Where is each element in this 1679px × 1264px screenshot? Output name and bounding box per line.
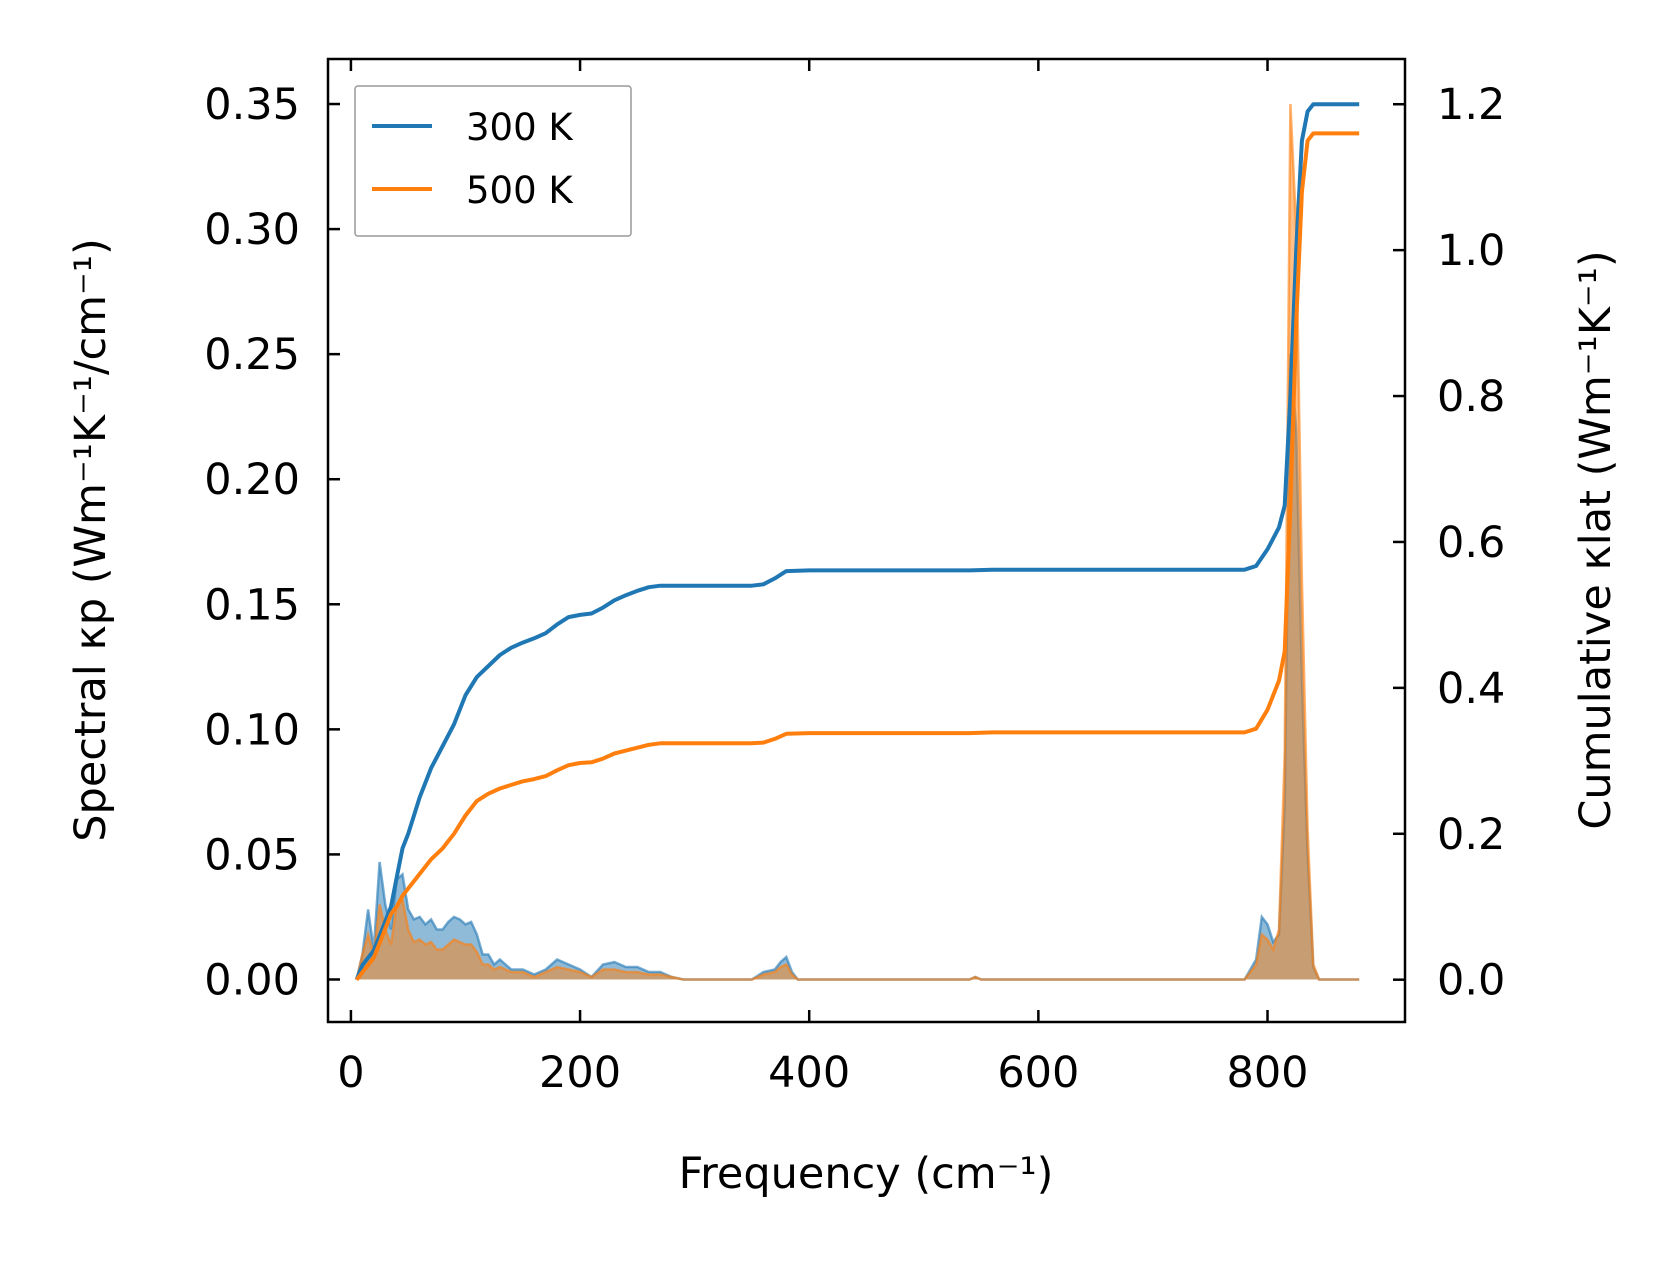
y-tick-label-left: 0.30 (204, 205, 300, 255)
legend: 300 K 500 K (354, 85, 632, 237)
y-tick-label-left: 0.10 (204, 705, 300, 755)
y-tick-label-right: 0.0 (1437, 956, 1505, 1006)
y-tick-label-right: 0.8 (1437, 372, 1505, 422)
spectral-line-500k (355, 103, 1360, 981)
x-tick-label: 400 (768, 1048, 850, 1098)
y-tick-label-left: 0.25 (204, 330, 300, 380)
legend-label-500k: 500 K (466, 169, 574, 212)
x-tick-label: 200 (539, 1048, 621, 1098)
plot-frame (326, 57, 1407, 1024)
x-tick-label: 0 (337, 1048, 364, 1098)
plot-area (354, 102, 1360, 981)
x-axis-label: Frequency (cm⁻¹) (679, 1149, 1054, 1199)
legend-box (354, 85, 632, 237)
y-tick-label-right: 1.0 (1437, 226, 1505, 276)
y-tick-label-right: 0.6 (1437, 518, 1505, 568)
spectral-line-300k (355, 354, 1360, 981)
y-tick-label-right: 0.2 (1437, 810, 1505, 860)
y-tick-label-left: 0.15 (204, 580, 300, 630)
x-tick-label: 800 (1226, 1048, 1308, 1098)
y-tick-label-left: 0.20 (204, 455, 300, 505)
y-tick-label-left: 0.05 (204, 830, 300, 880)
cumulative-line-500k (355, 131, 1360, 981)
y-axis-label-left: Spectral κp (Wm⁻¹K⁻¹/cm⁻¹) (66, 238, 116, 841)
axis-ticks: 0 200 400 600 800 0.00 0.05 0.10 0.15 0.20 0.25 0.3… (204, 59, 1505, 1098)
spectral-area-300k (356, 354, 1360, 980)
cumulative-line-300k (354, 102, 1360, 981)
legend-label-300k: 300 K (466, 106, 574, 149)
y-tick-label-right: 1.2 (1437, 80, 1505, 130)
x-tick-label: 600 (997, 1048, 1079, 1098)
y-tick-label-right: 0.4 (1437, 664, 1505, 714)
y-tick-label-left: 0.00 (204, 955, 300, 1005)
y-tick-label-left: 0.35 (204, 80, 300, 130)
y-axis-label-right: Cumulative κlat (Wm⁻¹K⁻¹) (1571, 250, 1621, 829)
